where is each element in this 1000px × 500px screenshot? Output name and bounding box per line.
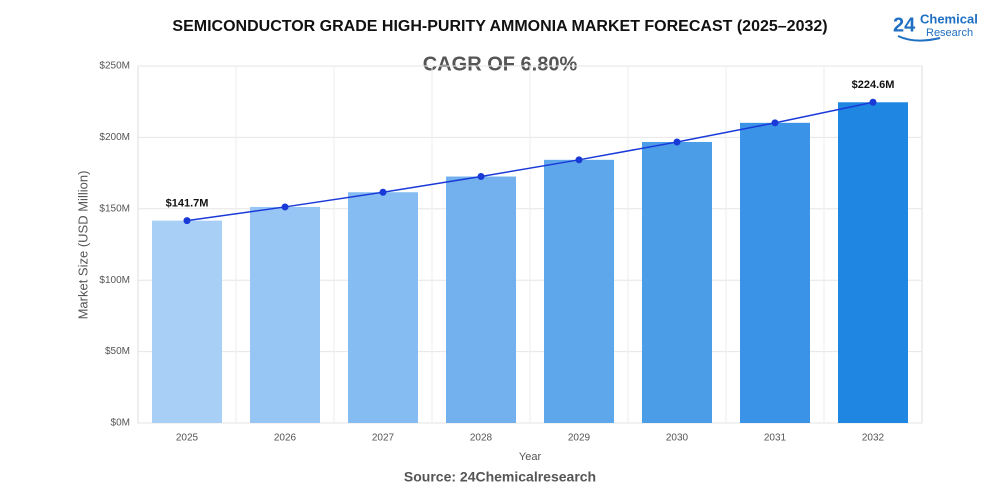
x-tick-label: 2026 [274,433,297,444]
logo-number: 24 [893,14,916,36]
x-tick-label: 2030 [666,433,689,444]
y-tick-label: $0M [111,418,130,429]
line-point [281,203,289,211]
line-point [771,119,779,127]
trend-line [186,101,874,222]
y-tick-label: $200M [99,132,130,143]
source: Source: 24Chemicalresearch [404,469,596,485]
value-label: $141.7M [166,198,209,210]
logo: 24 Chemical Research [893,11,978,42]
line-point [673,138,681,146]
y-tick-label: $50M [105,346,130,357]
y-tick-label: $100M [99,275,130,286]
bar [348,192,418,423]
line-point [575,156,583,164]
x-tick-label: 2028 [470,433,493,444]
line-point [477,173,485,181]
chart-subtitle: CAGR OF 6.80% [423,53,578,75]
y-axis-label: Market Size (USD Million) [75,171,90,320]
x-tick-label: 2027 [372,433,395,444]
line-point [183,217,191,225]
bar [152,220,222,423]
logo-line2: Research [926,27,973,39]
y-tick-label: $150M [99,203,130,214]
x-tick-label: 2029 [568,433,591,444]
value-label: $224.6M [852,79,895,91]
logo-line1: Chemical [920,11,978,26]
x-tick-label: 2025 [176,433,199,444]
x-tick-label: 2032 [862,433,885,444]
bar [446,176,516,423]
line-point [379,188,387,196]
line-point [869,98,877,106]
bar [544,159,614,424]
bar [740,122,810,423]
bar [838,102,908,423]
logo-swoosh [897,35,941,42]
x-tick-label: 2031 [764,433,787,444]
bar [250,206,320,423]
bar [642,141,712,423]
x-axis-label: Year [519,451,542,463]
chart-title: SEMICONDUCTOR GRADE HIGH-PURITY AMMONIA … [172,18,827,35]
y-tick-label: $250M [99,61,130,72]
